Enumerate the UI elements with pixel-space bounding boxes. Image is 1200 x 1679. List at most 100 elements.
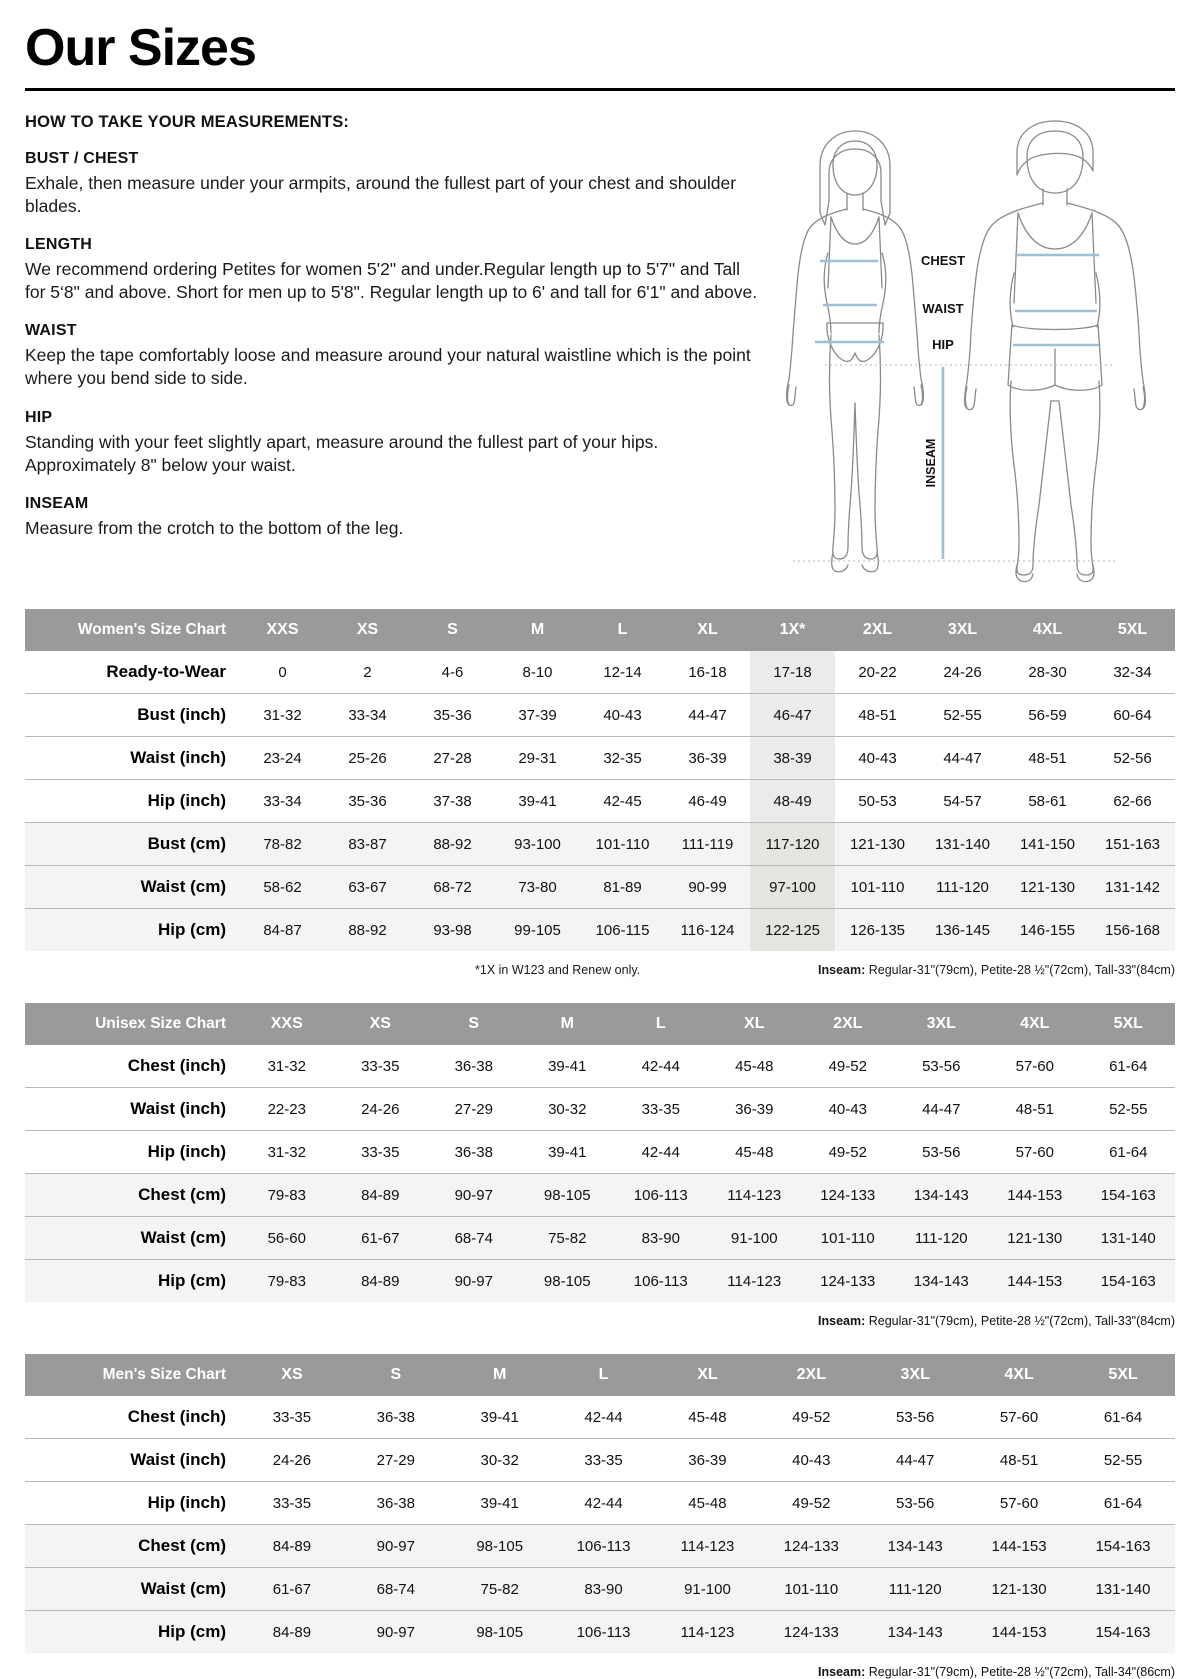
- cell: 68-74: [343, 1567, 448, 1611]
- womens-footnote-1x: *1X in W123 and Renew only.: [475, 963, 641, 977]
- cell: 58-61: [1005, 779, 1090, 823]
- cell: 111-119: [665, 822, 750, 866]
- cell: 126-135: [835, 908, 920, 951]
- cell: 32-35: [580, 736, 665, 780]
- instruction-title: INSEAM: [25, 494, 89, 512]
- cell: 131-140: [1081, 1216, 1175, 1260]
- cell: 38-39: [750, 736, 835, 780]
- cell: 30-32: [520, 1087, 614, 1131]
- cell: 154-163: [1081, 1259, 1175, 1302]
- col-header: 4XL: [1005, 609, 1090, 651]
- mens-size-chart: Men's Size Chart XS S M L XL 2XL 3XL 4XL…: [25, 1354, 1175, 1679]
- cell: 114-123: [707, 1259, 801, 1302]
- cell: 117-120: [750, 822, 835, 866]
- cell: 50-53: [835, 779, 920, 823]
- cell: 44-47: [894, 1087, 988, 1131]
- instruction-block-waist: WAIST Keep the tape comfortably loose an…: [25, 322, 765, 390]
- cell: 37-39: [495, 693, 580, 737]
- inseam-footnote-value: Regular-31"(79cm), Petite-28 ½"(72cm), T…: [865, 963, 1175, 977]
- cell: 32-34: [1090, 651, 1175, 694]
- mens-size-table: Men's Size Chart XS S M L XL 2XL 3XL 4XL…: [25, 1354, 1175, 1653]
- row-label: Waist (inch): [25, 1438, 240, 1482]
- cell: 45-48: [707, 1045, 801, 1088]
- cell: 98-105: [447, 1524, 552, 1568]
- cell: 27-29: [427, 1087, 521, 1131]
- womens-table-head: Women's Size Chart XXS XS S M L XL 1X* 2…: [25, 609, 1175, 651]
- cell: 73-80: [495, 865, 580, 909]
- cell: 53-56: [863, 1396, 968, 1439]
- col-header: 4XL: [988, 1003, 1082, 1045]
- table-row: Waist (cm) 61-67 68-74 75-82 83-90 91-10…: [25, 1567, 1175, 1611]
- cell: 111-120: [863, 1567, 968, 1611]
- instruction-body: Keep the tape comfortably loose and meas…: [25, 345, 751, 389]
- cell: 79-83: [240, 1259, 334, 1302]
- female-body-outline: [785, 130, 925, 573]
- col-header: M: [520, 1003, 614, 1045]
- cell: 31-32: [240, 1130, 334, 1174]
- cell: 46-49: [665, 779, 750, 823]
- row-label: Chest (inch): [25, 1045, 240, 1088]
- cell: 134-143: [863, 1524, 968, 1568]
- cell: 53-56: [894, 1045, 988, 1088]
- cell: 24-26: [333, 1087, 427, 1131]
- col-header: XS: [333, 1003, 427, 1045]
- title-divider: [25, 88, 1175, 91]
- cell: 33-35: [333, 1045, 427, 1088]
- unisex-table-body: Chest (inch) 31-32 33-35 36-38 39-41 42-…: [25, 1045, 1175, 1302]
- cell: 114-123: [707, 1173, 801, 1217]
- cell: 33-35: [240, 1396, 344, 1439]
- cell: 88-92: [410, 822, 495, 866]
- col-header: 3XL: [920, 609, 1005, 651]
- table-row: Chest (cm) 84-89 90-97 98-105 106-113 11…: [25, 1524, 1175, 1568]
- hip-label: HIP: [932, 337, 954, 352]
- cell: 36-38: [427, 1045, 521, 1088]
- cell: 39-41: [520, 1130, 614, 1174]
- row-label: Hip (cm): [25, 1259, 240, 1302]
- cell: 39-41: [520, 1045, 614, 1088]
- inseam-footnote-value: Regular-31"(79cm), Petite-28 ½"(72cm), T…: [865, 1314, 1175, 1328]
- cell: 144-153: [967, 1524, 1071, 1568]
- cell: 101-110: [580, 822, 665, 866]
- cell: 124-133: [759, 1610, 864, 1653]
- cell: 156-168: [1090, 908, 1175, 951]
- cell: 48-51: [967, 1438, 1071, 1482]
- cell: 25-26: [325, 736, 410, 780]
- cell: 134-143: [863, 1610, 968, 1653]
- row-label: Chest (cm): [25, 1524, 240, 1568]
- cell: 0: [240, 651, 325, 694]
- instruction-body: Exhale, then measure under your armpits,…: [25, 173, 737, 217]
- cell: 44-47: [920, 736, 1005, 780]
- page-title: Our Sizes: [25, 19, 257, 77]
- cell: 30-32: [447, 1438, 552, 1482]
- cell: 151-163: [1090, 822, 1175, 866]
- cell: 61-64: [1071, 1396, 1175, 1439]
- cell: 154-163: [1081, 1173, 1175, 1217]
- cell: 44-47: [665, 693, 750, 737]
- instruction-title: WAIST: [25, 322, 77, 340]
- col-header: 2XL: [801, 1003, 895, 1045]
- cell: 124-133: [801, 1173, 895, 1217]
- cell: 90-97: [427, 1259, 521, 1302]
- cell: 42-44: [614, 1045, 708, 1088]
- cell: 154-163: [1071, 1610, 1175, 1653]
- cell: 106-113: [614, 1259, 708, 1302]
- inseam-guide-lines: [793, 364, 1115, 562]
- table-row: Hip (cm) 84-89 90-97 98-105 106-113 114-…: [25, 1610, 1175, 1653]
- cell: 35-36: [325, 779, 410, 823]
- table-row: Waist (inch) 24-26 27-29 30-32 33-35 36-…: [25, 1438, 1175, 1482]
- cell: 52-56: [1090, 736, 1175, 780]
- unisex-size-chart: Unisex Size Chart XXS XS S M L XL 2XL 3X…: [25, 1003, 1175, 1328]
- col-header: 2XL: [759, 1354, 864, 1396]
- cell: 58-62: [240, 865, 325, 909]
- table-row: Hip (cm) 84-87 88-92 93-98 99-105 106-11…: [25, 908, 1175, 951]
- table-row: Waist (inch) 23-24 25-26 27-28 29-31 32-…: [25, 736, 1175, 780]
- cell: 131-140: [1071, 1567, 1175, 1611]
- unisex-header-row: Unisex Size Chart XXS XS S M L XL 2XL 3X…: [25, 1003, 1175, 1045]
- cell: 39-41: [447, 1481, 552, 1525]
- cell: 61-64: [1071, 1481, 1175, 1525]
- cell: 84-89: [240, 1524, 344, 1568]
- cell: 57-60: [967, 1396, 1071, 1439]
- instructions-heading: HOW TO TAKE YOUR MEASUREMENTS:: [25, 113, 350, 131]
- row-label: Hip (cm): [25, 1610, 240, 1653]
- unisex-size-table: Unisex Size Chart XXS XS S M L XL 2XL 3X…: [25, 1003, 1175, 1302]
